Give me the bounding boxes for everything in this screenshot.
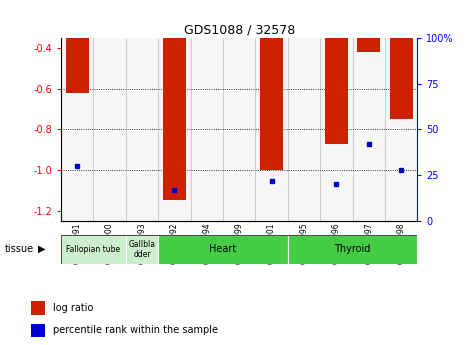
Title: GDS1088 / 32578: GDS1088 / 32578 — [183, 24, 295, 37]
Bar — [31, 324, 45, 337]
Text: percentile rank within the sample: percentile rank within the sample — [53, 325, 219, 335]
Bar — [163, 38, 186, 200]
Bar — [288, 38, 320, 221]
Bar — [320, 38, 353, 221]
Text: Thyroid: Thyroid — [334, 244, 371, 254]
Bar — [66, 38, 89, 93]
Bar — [353, 38, 385, 221]
Text: Heart: Heart — [209, 244, 237, 254]
Bar — [61, 235, 126, 264]
Bar — [260, 38, 283, 170]
Bar — [390, 38, 413, 119]
Bar — [190, 38, 223, 221]
Bar — [158, 38, 190, 221]
Bar — [93, 38, 126, 221]
Text: log ratio: log ratio — [53, 303, 94, 313]
Text: Gallbla
dder: Gallbla dder — [129, 239, 156, 259]
Bar — [31, 301, 45, 315]
Bar — [126, 235, 158, 264]
Bar — [288, 235, 417, 264]
Bar — [61, 38, 93, 221]
Bar — [126, 38, 158, 221]
Bar — [325, 38, 348, 144]
Text: tissue: tissue — [5, 244, 34, 254]
Bar — [357, 38, 380, 52]
Bar — [158, 235, 288, 264]
Bar — [385, 38, 417, 221]
Text: Fallopian tube: Fallopian tube — [66, 245, 121, 254]
Bar — [223, 38, 256, 221]
Bar — [256, 38, 288, 221]
Text: ▶: ▶ — [38, 244, 45, 254]
